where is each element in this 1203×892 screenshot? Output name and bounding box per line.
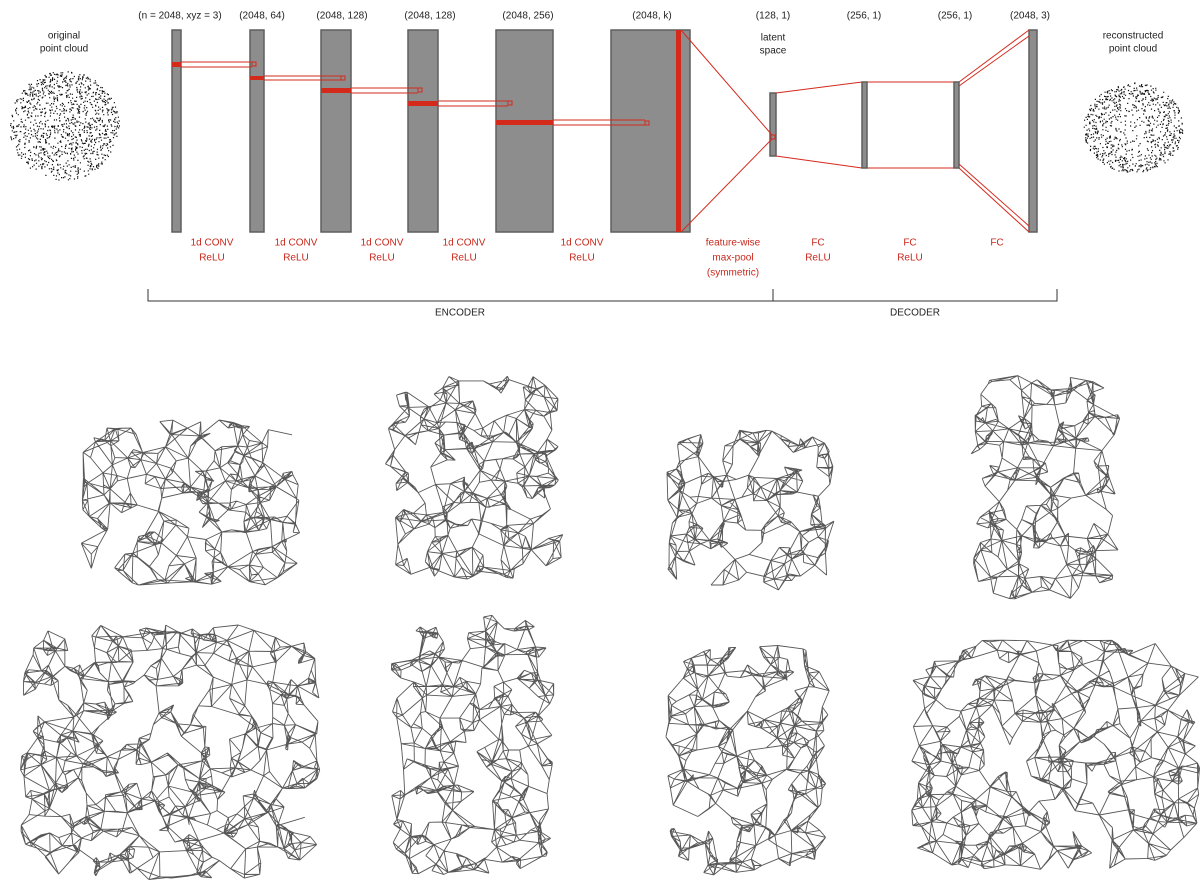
layer-shape: (2048, 128)	[404, 11, 455, 22]
operation-label: ReLU	[805, 253, 831, 264]
operation-label: max-pool	[712, 253, 753, 264]
illustrations	[10, 71, 1201, 881]
operation-labels: 1d CONV ReLU 1d CONV ReLU 1d CONV ReLU 1d CONV…	[191, 238, 1004, 279]
operation-label: ReLU	[369, 253, 395, 264]
operation-label: 1d CONV	[361, 238, 404, 249]
operation-label: ReLU	[199, 253, 225, 264]
output-label: point cloud	[1109, 44, 1157, 55]
mesh	[911, 639, 1201, 870]
layer-shape: (n = 2048, xyz = 3)	[138, 11, 221, 22]
input-label: original	[48, 31, 80, 42]
mesh	[666, 429, 835, 591]
section-label: ENCODER	[435, 308, 485, 319]
layer-bar	[861, 81, 868, 169]
operation-label: FC	[811, 238, 824, 249]
layer-bar	[769, 92, 777, 157]
bracket	[147, 289, 1058, 302]
layer-bar	[407, 29, 439, 233]
mesh	[80, 419, 301, 586]
operation-label: 1d CONV	[443, 238, 486, 249]
mesh	[390, 614, 555, 875]
operation-label: ReLU	[283, 253, 309, 264]
operation-label: 1d CONV	[275, 238, 318, 249]
input-label: point cloud	[40, 44, 88, 55]
layer-bar	[495, 29, 554, 233]
point-cloud	[10, 71, 120, 181]
layer-shape: (256, 1)	[938, 11, 972, 22]
operation-label: 1d CONV	[191, 238, 234, 249]
layer-bar	[249, 29, 265, 233]
operation-label: FC	[903, 238, 916, 249]
layer-shape: (128, 1)	[756, 11, 790, 22]
operation-label: ReLU	[451, 253, 477, 264]
network	[171, 29, 1038, 233]
layer-shape: (2048, 64)	[239, 11, 285, 22]
operation-label: FC	[990, 238, 1003, 249]
operation-label: (symmetric)	[707, 268, 759, 279]
point-cloud	[1083, 82, 1184, 173]
mesh	[665, 645, 830, 876]
section-label: DECODER	[890, 308, 940, 319]
operation-label: ReLU	[897, 253, 923, 264]
latent-label: space	[760, 46, 787, 57]
layer-shape: (2048, 3)	[1010, 11, 1050, 22]
operation-label: ReLU	[569, 253, 595, 264]
connections	[172, 29, 1030, 233]
layer-shape: (2048, 256)	[502, 11, 553, 22]
output-label: reconstructed	[1103, 31, 1164, 42]
layer-bar	[320, 29, 352, 233]
layer-bar	[1028, 29, 1038, 233]
layer-shape: (256, 1)	[847, 11, 881, 22]
layer-bar	[953, 81, 960, 169]
layer-shape: (2048, 128)	[316, 11, 367, 22]
mesh	[20, 624, 321, 881]
operation-label: feature-wise	[706, 238, 761, 249]
layer-shape: (2048, k)	[632, 11, 671, 22]
latent-label: latent	[761, 33, 786, 44]
mesh	[970, 375, 1121, 600]
layer-bar	[171, 29, 182, 233]
mesh	[385, 375, 564, 580]
operation-label: 1d CONV	[561, 238, 604, 249]
